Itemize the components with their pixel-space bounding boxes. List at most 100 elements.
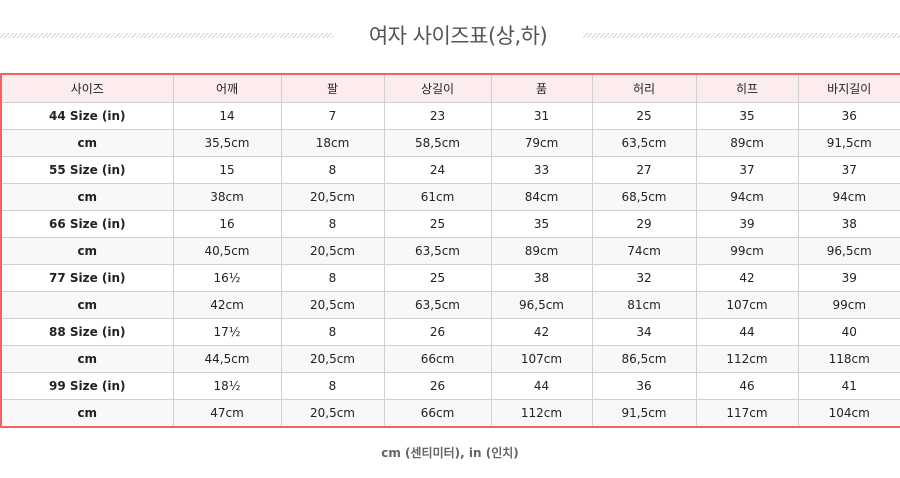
column-header: 상길이 xyxy=(383,73,492,103)
table-header-row: 사이즈 어깨 팔 상길이 품 허리 히프 바지길이 xyxy=(0,73,900,103)
table-cell: 44 xyxy=(695,318,799,346)
table-cell: 35 xyxy=(490,210,593,238)
table-cell: 46 xyxy=(695,372,799,400)
table-cell: 107cm xyxy=(490,345,593,373)
table-row: 88 Size (in) 17½ 8 26 42 34 44 40 xyxy=(0,318,900,346)
table-cell: 63,5cm xyxy=(591,129,697,157)
table-cell: 84cm xyxy=(490,183,593,211)
table-cell: 66cm xyxy=(383,399,492,428)
table-cell: 8 xyxy=(280,156,385,184)
table-cell: 20,5cm xyxy=(280,237,385,265)
table-cell: 61cm xyxy=(383,183,492,211)
table-row: cm 35,5cm 18cm 58,5cm 79cm 63,5cm 89cm 91,5cm xyxy=(0,129,900,157)
table-cell: 23 xyxy=(383,102,492,130)
table-cell: 96,5cm xyxy=(797,237,900,265)
table-cell: 112cm xyxy=(490,399,593,428)
table-cell: 40 xyxy=(797,318,900,346)
table-cell: 38cm xyxy=(172,183,282,211)
table-cell: 16½ xyxy=(172,264,282,292)
table-cell: 27 xyxy=(591,156,697,184)
table-cell: 107cm xyxy=(695,291,799,319)
table-cell: 40,5cm xyxy=(172,237,282,265)
table-cell: 112cm xyxy=(695,345,799,373)
decorative-line-right xyxy=(583,33,900,38)
table-cell: 37 xyxy=(797,156,900,184)
table-cell: 26 xyxy=(383,372,492,400)
table-row: cm 44,5cm 20,5cm 66cm 107cm 86,5cm 112cm 118cm xyxy=(0,345,900,373)
table-cell: 26 xyxy=(383,318,492,346)
column-header: 어깨 xyxy=(172,73,282,103)
column-header: 팔 xyxy=(280,73,385,103)
table-cell: 44,5cm xyxy=(172,345,282,373)
table-cell: 38 xyxy=(490,264,593,292)
table-cell: 16 xyxy=(172,210,282,238)
table-cell: 35 xyxy=(695,102,799,130)
table-cell: 68,5cm xyxy=(591,183,697,211)
table-cell: 96,5cm xyxy=(490,291,593,319)
table-cell: 89cm xyxy=(490,237,593,265)
row-label: 77 Size (in) xyxy=(0,264,174,292)
table-row: cm 38cm 20,5cm 61cm 84cm 68,5cm 94cm 94cm xyxy=(0,183,900,211)
table-cell: 94cm xyxy=(695,183,799,211)
table-cell: 7 xyxy=(280,102,385,130)
table-cell: 66cm xyxy=(383,345,492,373)
table-cell: 58,5cm xyxy=(383,129,492,157)
row-label: 66 Size (in) xyxy=(0,210,174,238)
decorative-line-left xyxy=(0,33,333,38)
row-label: cm xyxy=(0,345,174,373)
table-cell: 25 xyxy=(383,210,492,238)
table-cell: 39 xyxy=(797,264,900,292)
table-cell: 20,5cm xyxy=(280,399,385,428)
table-cell: 20,5cm xyxy=(280,345,385,373)
row-label: cm xyxy=(0,291,174,319)
table-cell: 41 xyxy=(797,372,900,400)
column-header: 바지길이 xyxy=(797,73,900,103)
row-label: cm xyxy=(0,399,174,428)
table-cell: 99cm xyxy=(797,291,900,319)
table-cell: 91,5cm xyxy=(797,129,900,157)
table-row: 55 Size (in) 15 8 24 33 27 37 37 xyxy=(0,156,900,184)
table-cell: 42cm xyxy=(172,291,282,319)
table-cell: 18½ xyxy=(172,372,282,400)
table-cell: 17½ xyxy=(172,318,282,346)
table-cell: 63,5cm xyxy=(383,291,492,319)
table-cell: 38 xyxy=(797,210,900,238)
table-cell: 37 xyxy=(695,156,799,184)
table-row: cm 40,5cm 20,5cm 63,5cm 89cm 74cm 99cm 96,5cm xyxy=(0,237,900,265)
table-cell: 117cm xyxy=(695,399,799,428)
row-label: cm xyxy=(0,129,174,157)
table-cell: 25 xyxy=(383,264,492,292)
table-cell: 20,5cm xyxy=(280,291,385,319)
row-label: cm xyxy=(0,237,174,265)
column-header: 히프 xyxy=(695,73,799,103)
table-cell: 42 xyxy=(490,318,593,346)
table-row: 99 Size (in) 18½ 8 26 44 36 46 41 xyxy=(0,372,900,400)
table-cell: 89cm xyxy=(695,129,799,157)
table-cell: 47cm xyxy=(172,399,282,428)
table-cell: 29 xyxy=(591,210,697,238)
table-cell: 35,5cm xyxy=(172,129,282,157)
row-label: 88 Size (in) xyxy=(0,318,174,346)
row-label: 55 Size (in) xyxy=(0,156,174,184)
table-cell: 8 xyxy=(280,210,385,238)
table-cell: 18cm xyxy=(280,129,385,157)
table-row: 77 Size (in) 16½ 8 25 38 32 42 39 xyxy=(0,264,900,292)
table-cell: 8 xyxy=(280,264,385,292)
row-label: 99 Size (in) xyxy=(0,372,174,400)
table-cell: 42 xyxy=(695,264,799,292)
table-cell: 25 xyxy=(591,102,697,130)
table-cell: 15 xyxy=(172,156,282,184)
column-header: 사이즈 xyxy=(0,73,174,103)
table-row: cm 47cm 20,5cm 66cm 112cm 91,5cm 117cm 104cm xyxy=(0,399,900,428)
table-cell: 118cm xyxy=(797,345,900,373)
table-cell: 79cm xyxy=(490,129,593,157)
table-cell: 8 xyxy=(280,372,385,400)
table-cell: 81cm xyxy=(591,291,697,319)
table-cell: 36 xyxy=(591,372,697,400)
row-label: 44 Size (in) xyxy=(0,102,174,130)
table-cell: 36 xyxy=(797,102,900,130)
table-row: 44 Size (in) 14 7 23 31 25 35 36 xyxy=(0,102,900,130)
table-cell: 104cm xyxy=(797,399,900,428)
table-row: 66 Size (in) 16 8 25 35 29 39 38 xyxy=(0,210,900,238)
table-cell: 14 xyxy=(172,102,282,130)
